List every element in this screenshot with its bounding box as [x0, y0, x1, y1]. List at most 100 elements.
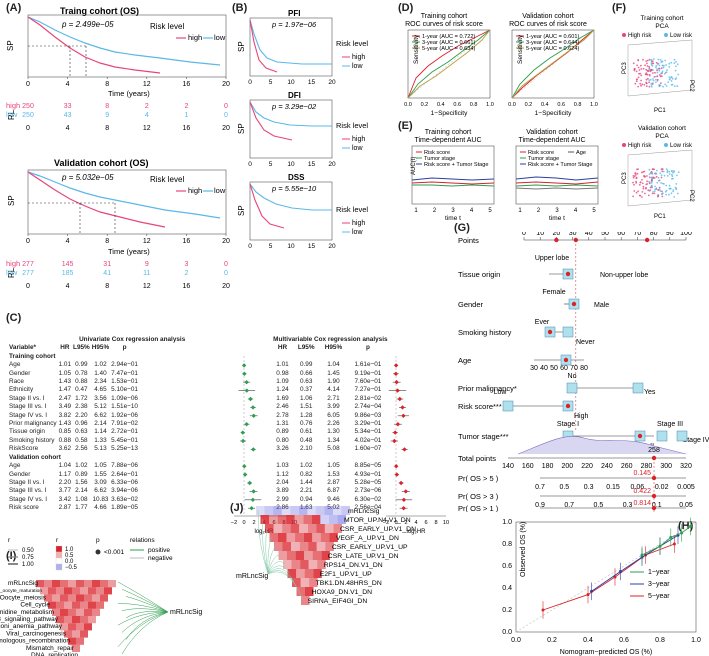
pca-point [665, 85, 668, 87]
panel-e-t2: Validation cohort [526, 129, 578, 136]
pca-point [670, 173, 673, 176]
hr-marker [397, 396, 402, 402]
j-heat-cell [321, 551, 330, 560]
nomo-text: 100 [680, 232, 692, 237]
forest-cell: 5.25e−13 [111, 445, 138, 453]
pca-point [639, 82, 642, 85]
nomo-text: 180 [542, 463, 554, 470]
panel-f-t1b: PCA [655, 23, 669, 30]
hr-marker [249, 506, 254, 511]
j-row-label: mRLncSig [348, 508, 380, 515]
nomo-text: 0.05 [679, 502, 693, 509]
risk-table-low-label-2: low [6, 268, 18, 277]
j-heat-cell [304, 551, 313, 560]
pca-point [654, 172, 657, 175]
j-heat-cell [309, 578, 318, 587]
forest-cell: 1.77 [75, 504, 88, 512]
h-ytick: 0.2 [502, 607, 512, 614]
i-heat-cell [72, 587, 80, 595]
j-row-label: HOXA9_DN.V1_DN [312, 589, 373, 596]
col-hr-u: HR [60, 344, 70, 352]
pca-point [651, 192, 654, 195]
pca-point [641, 191, 644, 193]
i-heat-cell [80, 601, 88, 609]
j-heat-cell [265, 524, 274, 533]
nomo-prob: 0.422 [633, 488, 651, 495]
pca-point [657, 189, 659, 191]
forest-cell: 0.37 [299, 386, 313, 394]
cal-point [586, 593, 590, 597]
panel-b-sp-3: SP [237, 205, 246, 216]
panel-e-xlab-2: time t [549, 215, 565, 222]
tick-label: 20 [222, 238, 230, 245]
i-heat-cell [60, 594, 68, 602]
forest-cell: 6.62 [94, 487, 107, 495]
i-heat-cell [76, 608, 84, 616]
b-tick: 5 [269, 243, 273, 250]
hr-marker [394, 464, 399, 469]
i-heat-cell [64, 587, 72, 595]
nomo-text: 0 [522, 232, 526, 237]
pca-point [649, 189, 652, 192]
i-heat-cell [104, 587, 112, 595]
pca-point [655, 188, 658, 191]
nomo-text: Stage I [557, 421, 579, 428]
forest-row: Stage III vs. I 3.77 2.14 6.62 3.94e−06 3.89 2… [8, 487, 454, 495]
panel-e-t1b: Time-dependent AUC [414, 137, 481, 144]
panel-f-t2b: PCA [655, 133, 669, 140]
total-density [517, 436, 687, 455]
i-row-label: Oocyte_meiosis [0, 594, 47, 601]
pca-point [651, 185, 653, 188]
i-heat-cell [64, 616, 72, 624]
risk-count-low: 0 [224, 112, 228, 119]
panel-c-forest-table: Univariate Cox regression analysis Multi… [8, 336, 454, 513]
km-train-high [27, 16, 161, 74]
e-tick: 2 [537, 208, 541, 214]
panel-b-pfi-p: p = 1.97e−06 [271, 20, 317, 29]
j-heat-cell [299, 524, 308, 533]
panel-b-pfi-title: PFI [288, 9, 300, 18]
pca-point [664, 190, 667, 193]
j-heat-cell [307, 506, 316, 515]
i-legend-p-item: <0.001 [104, 549, 124, 556]
forest-variable: Gender [9, 470, 31, 478]
forest-cell: 0.48 [299, 436, 313, 444]
i-row-label: Cell_cycle [20, 602, 50, 609]
pca-point [645, 187, 647, 190]
pca-point [656, 68, 658, 70]
j-heat-cell [277, 515, 287, 524]
j-heat-cell [308, 560, 318, 569]
forest-cell: 1.53 [327, 470, 340, 478]
nomo-risk: Risk score*** [458, 402, 502, 411]
i-heat-cell [92, 580, 100, 588]
pca-point [661, 170, 664, 173]
forest-cell: 0.99 [75, 361, 88, 369]
hr-marker [398, 480, 404, 486]
forest-cell: 5.08 [327, 445, 340, 453]
risk-count-high: 9 [145, 261, 149, 268]
panel-f-valid-scatter [632, 168, 680, 198]
b-tick: 15 [308, 243, 316, 250]
pca-point [672, 171, 674, 174]
pca-point [646, 180, 648, 183]
i-heat-cell [40, 587, 48, 595]
forest-axis-tick: 2 [252, 520, 255, 526]
pca-point [652, 191, 654, 193]
panel-label-d: (D) [398, 2, 414, 14]
forest-variable: Race [9, 378, 24, 386]
forest-cell: 3.29e−01 [354, 420, 382, 428]
i-row-label: mRLncSig [8, 580, 38, 587]
forest-cell: 1.30 [327, 428, 340, 436]
panel-f-pca: Training cohort PCA High risk Low risk P… [622, 15, 694, 220]
hr-marker [240, 430, 245, 435]
pca-point [661, 193, 663, 196]
pca-point [637, 66, 640, 69]
pca-point [642, 185, 645, 188]
forest-variable: Prior malignancy [9, 420, 57, 428]
forest-cell: 2.87 [327, 478, 340, 486]
i-legend-r-color: r [56, 537, 59, 544]
forest-cell: 0.94 [299, 495, 313, 503]
pca-point [648, 173, 651, 176]
tick-label: 4 [66, 238, 70, 245]
forest-cell: 7.60e−01 [354, 378, 382, 386]
